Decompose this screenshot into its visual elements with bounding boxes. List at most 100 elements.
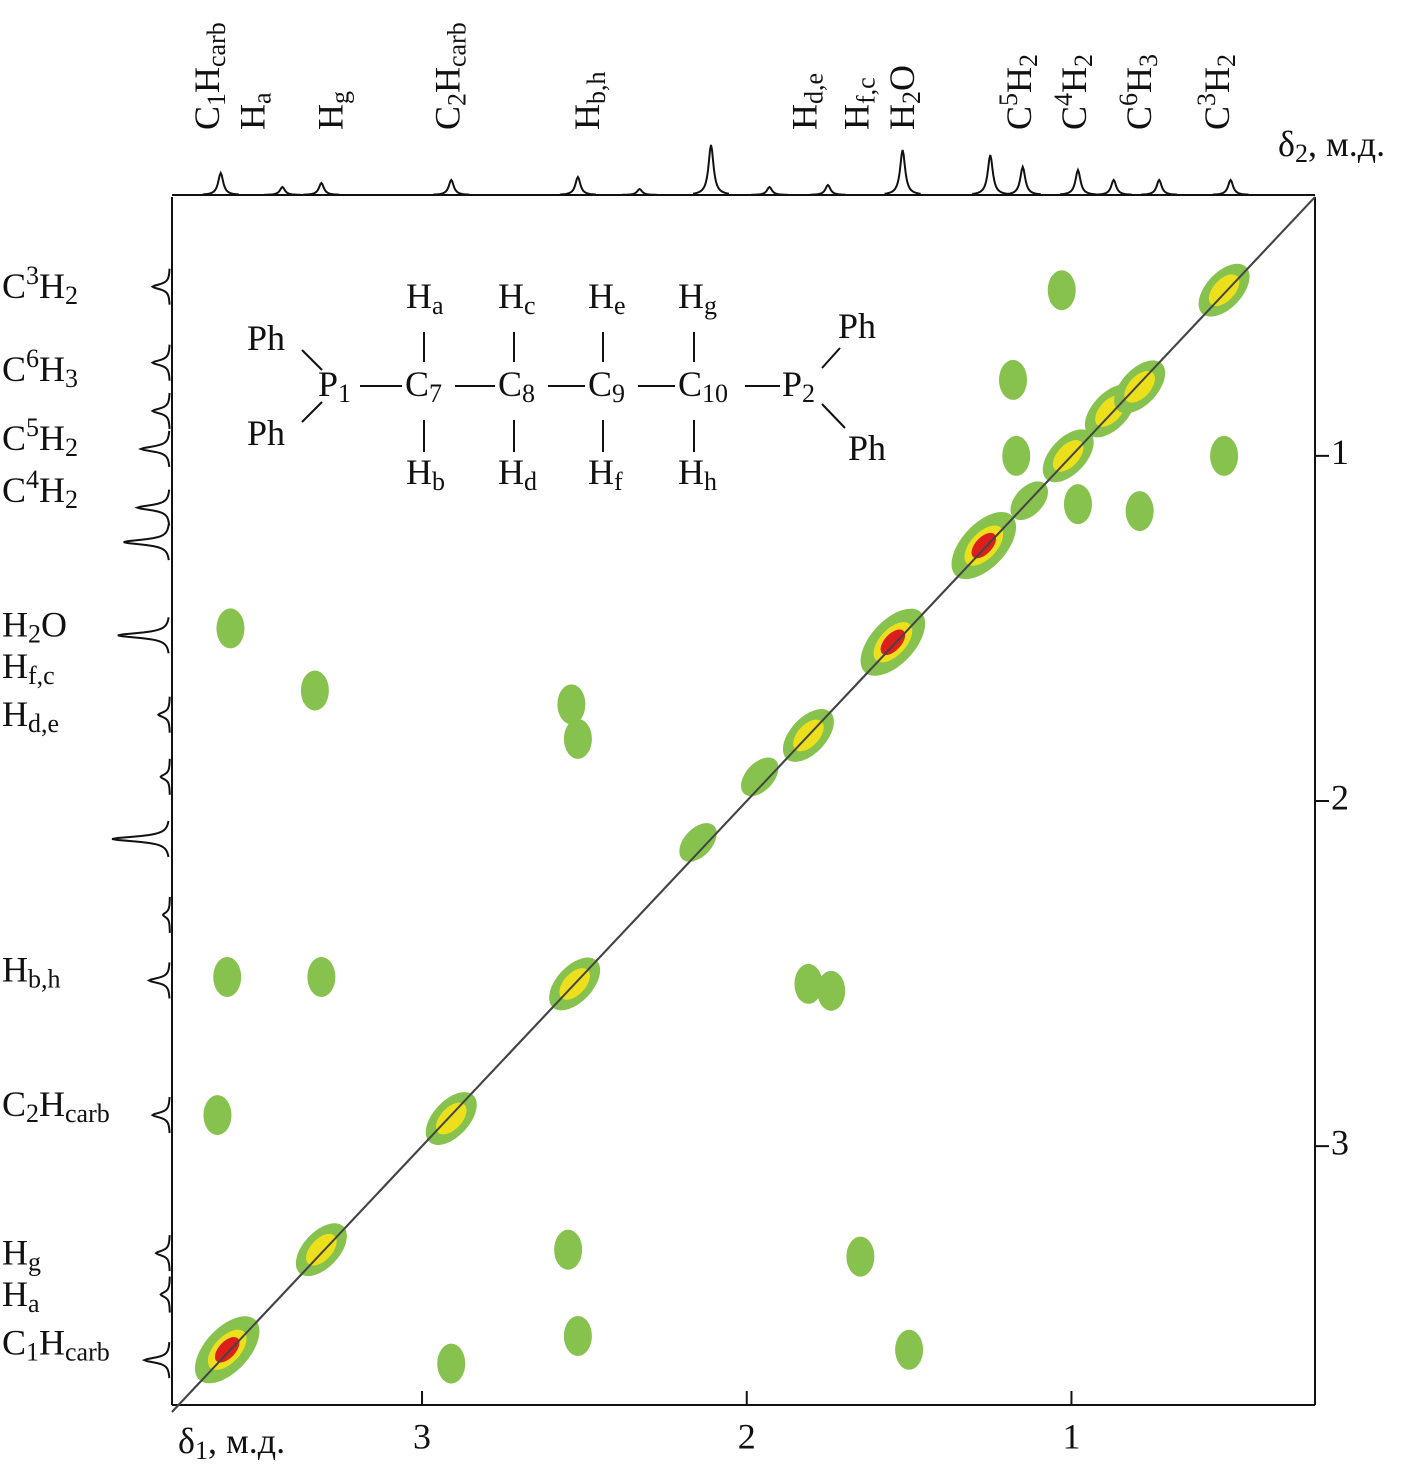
y-peak-label: Hd,e <box>2 694 59 738</box>
label-part: 3 <box>1192 93 1221 106</box>
peak <box>1198 263 1250 317</box>
label-part: h <box>704 467 717 496</box>
structure-label: Hd <box>498 452 537 496</box>
y-peak-label: C3H2 <box>2 261 78 309</box>
x-tick-label: 1 <box>1062 1416 1080 1456</box>
structure-label: P2 <box>782 364 815 408</box>
label-part: d,e <box>799 73 828 104</box>
peak <box>741 757 779 797</box>
label-part: 1 <box>195 1436 208 1465</box>
structure-label: Hh <box>678 452 717 496</box>
label-part: H <box>187 67 227 93</box>
label-part: H <box>2 1274 28 1314</box>
label-part: H <box>588 452 614 492</box>
label-part: a <box>247 92 276 104</box>
projection-peak <box>1095 178 1132 196</box>
projection-peak <box>156 696 171 733</box>
label-part: H <box>678 452 704 492</box>
label-part: H <box>2 694 28 734</box>
structure-label: P1 <box>318 364 351 408</box>
label-part: H <box>498 452 524 492</box>
x-peak-label: H2O <box>882 65 926 130</box>
label-part: H <box>39 1323 65 1363</box>
label-part: C <box>678 364 702 404</box>
contour <box>437 1343 466 1384</box>
label-part: H <box>2 950 28 990</box>
projection-peak <box>433 178 470 196</box>
label-part: O <box>882 65 922 91</box>
x-peak-label: C3H2 <box>1192 54 1240 130</box>
projection-peak <box>146 962 171 999</box>
label-part: 3 <box>1134 54 1163 67</box>
label-part: f,c <box>851 77 880 104</box>
label-part: Ph <box>848 428 886 468</box>
label-part: 8 <box>522 379 535 408</box>
projection-peak <box>1059 167 1097 196</box>
projection-peak <box>150 1097 171 1134</box>
x-peak-label: C6H3 <box>1114 54 1162 130</box>
bond <box>821 347 841 369</box>
projection-peak <box>159 1276 171 1313</box>
label-part: 2 <box>1069 54 1098 67</box>
label-part: 2 <box>26 1099 39 1128</box>
label-part: 2 <box>1212 54 1241 67</box>
contour <box>306 1233 337 1266</box>
label-part: C <box>999 106 1039 130</box>
label-part: 2 <box>802 379 815 408</box>
label-part: 10 <box>702 379 728 408</box>
label-part: Ph <box>247 413 285 453</box>
projection-peak <box>1212 178 1249 196</box>
label-part: e <box>614 291 626 320</box>
label-part: carb <box>65 1337 110 1366</box>
label-part: H <box>39 1084 65 1124</box>
label-part: C <box>2 349 26 389</box>
x-peak-label: C2Hcarb <box>428 22 472 130</box>
structure-label: Ph <box>848 428 886 468</box>
projection-peak <box>134 489 171 526</box>
structure-label: Ph <box>838 306 876 346</box>
contour <box>895 1329 924 1370</box>
peak <box>1002 435 1031 476</box>
structure-label: Hb <box>406 452 445 496</box>
x-peak-label: Ha <box>233 92 277 130</box>
label-part: a <box>432 291 444 320</box>
projection-peak <box>972 154 1009 195</box>
projection-peak <box>141 1342 171 1379</box>
projection-peak <box>154 1235 171 1272</box>
label-part: H <box>999 67 1039 93</box>
structure-label: Ph <box>247 413 285 453</box>
x-peak-label: Hb,h <box>567 72 611 131</box>
label-part: 2 <box>442 93 471 106</box>
projection-peak <box>751 185 788 196</box>
structure-label: C8 <box>498 364 535 408</box>
label-part: H <box>1054 67 1094 93</box>
peak <box>951 512 1017 580</box>
structure-label: Ha <box>406 276 444 320</box>
projection-peak <box>111 820 170 858</box>
label-part: H <box>428 67 468 93</box>
y-peak-label: Hf,c <box>2 646 55 690</box>
projection-peak <box>884 149 921 195</box>
label-part: g <box>325 91 354 104</box>
projection-peak <box>692 144 730 195</box>
label-part: H <box>39 349 65 389</box>
label-part: 3 <box>26 261 39 290</box>
peak <box>203 1095 232 1136</box>
contour <box>1063 484 1092 525</box>
x-peak-label: Hg <box>311 91 355 130</box>
x-tick-label: 2 <box>738 1416 756 1456</box>
label-part: 9 <box>612 379 625 408</box>
contour <box>1047 270 1076 311</box>
label-part: H <box>1119 67 1159 93</box>
label-part: H <box>39 266 65 306</box>
bond <box>301 401 323 423</box>
label-part: 4 <box>1049 93 1078 106</box>
label-part: H <box>588 276 614 316</box>
label-part: 5 <box>26 413 39 442</box>
label-part: C <box>2 418 26 458</box>
peak <box>194 1316 260 1384</box>
label-part: , м.д. <box>208 1421 285 1461</box>
peak <box>1063 484 1092 525</box>
label-part: H <box>1197 67 1237 93</box>
y-peak-label: H2O <box>2 605 67 649</box>
